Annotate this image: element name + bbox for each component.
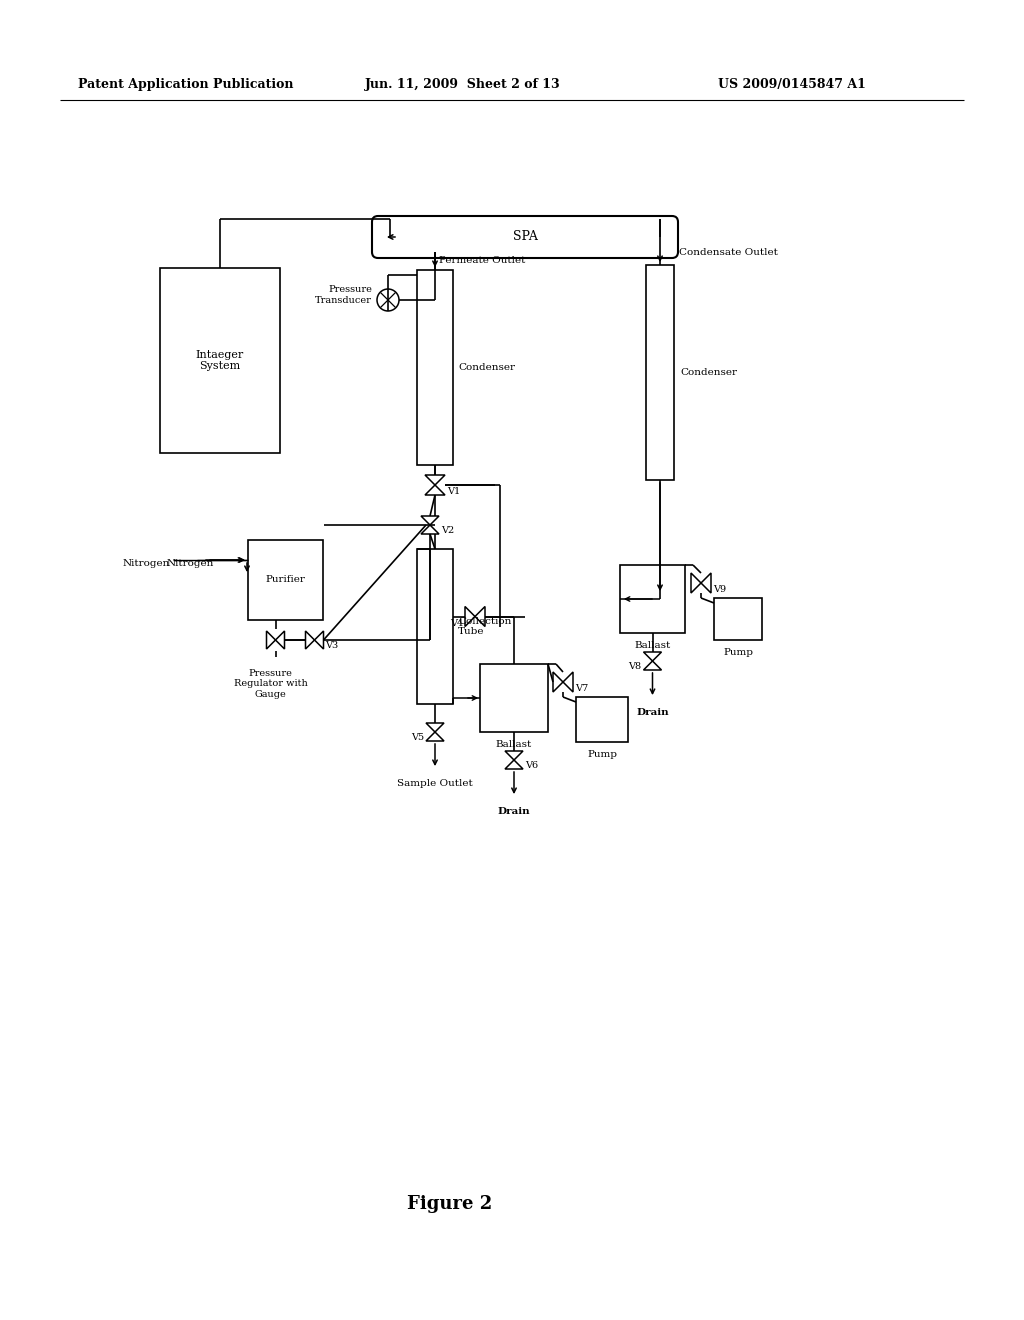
Polygon shape [465,606,475,627]
Text: Permeate Outlet: Permeate Outlet [439,256,525,265]
Bar [575,697,628,742]
Polygon shape [701,573,711,593]
Text: Ballast: Ballast [496,741,532,748]
Bar [620,565,685,634]
Text: V3: V3 [326,642,339,649]
Polygon shape [314,631,324,649]
Bar [646,265,674,480]
Text: Pump: Pump [587,750,617,759]
Polygon shape [553,672,563,692]
Polygon shape [505,760,523,770]
Bar [417,271,453,465]
Text: Condenser: Condenser [680,368,737,378]
Polygon shape [563,672,573,692]
Bar [714,598,762,640]
Text: V6: V6 [525,762,539,770]
Text: Drain: Drain [498,807,530,816]
Polygon shape [425,484,445,495]
Text: Patent Application Publication: Patent Application Publication [78,78,294,91]
Text: V7: V7 [575,684,588,693]
Polygon shape [426,733,444,741]
Text: V8: V8 [629,663,641,671]
Text: Drain: Drain [636,708,669,717]
Polygon shape [425,475,445,484]
Text: SPA: SPA [513,231,538,243]
Text: Intaeger
System: Intaeger System [196,350,244,371]
Polygon shape [643,661,662,671]
Text: Nitrogen: Nitrogen [123,560,170,569]
Text: Sample Outlet: Sample Outlet [397,779,473,788]
Text: Nitrogen: Nitrogen [167,560,214,569]
Polygon shape [691,573,701,593]
Polygon shape [643,652,662,661]
Text: Ballast: Ballast [635,642,671,649]
Bar [480,664,548,733]
Polygon shape [475,606,485,627]
Bar [160,268,280,453]
Text: Collection
Tube: Collection Tube [458,616,511,636]
Text: Pump: Pump [723,648,753,657]
Text: Pressure
Transducer: Pressure Transducer [315,285,372,305]
Text: V9: V9 [713,585,726,594]
Text: Pressure
Regulator with
Gauge: Pressure Regulator with Gauge [233,669,307,698]
FancyBboxPatch shape [372,216,678,257]
Text: V1: V1 [447,487,460,496]
Text: Condenser: Condenser [458,363,515,372]
Bar [417,549,453,704]
Text: Figure 2: Figure 2 [408,1195,493,1213]
Polygon shape [266,631,275,649]
Bar [248,540,323,620]
Polygon shape [426,723,444,733]
Text: V4: V4 [450,619,463,627]
Text: Purifier: Purifier [265,576,305,585]
Text: Condensate Outlet: Condensate Outlet [679,248,778,257]
Polygon shape [505,751,523,760]
Polygon shape [305,631,314,649]
Polygon shape [421,525,439,535]
Text: V2: V2 [441,525,455,535]
Polygon shape [421,516,439,525]
Text: US 2009/0145847 A1: US 2009/0145847 A1 [718,78,866,91]
Polygon shape [275,631,285,649]
Text: Jun. 11, 2009  Sheet 2 of 13: Jun. 11, 2009 Sheet 2 of 13 [365,78,560,91]
Text: V5: V5 [411,733,424,742]
